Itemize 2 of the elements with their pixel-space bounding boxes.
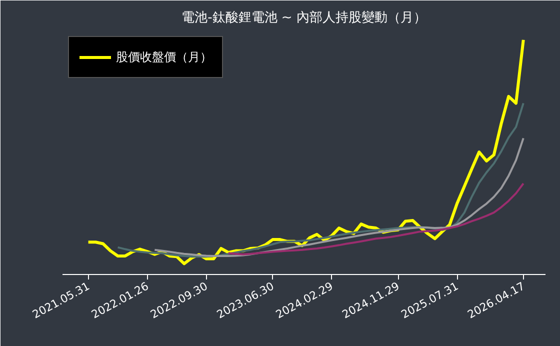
- legend-label: 股價收盤價（月）: [116, 48, 212, 66]
- chart-title: 電池-鈦酸鋰電池 ~ 內部人持股變動（月）: [182, 10, 426, 26]
